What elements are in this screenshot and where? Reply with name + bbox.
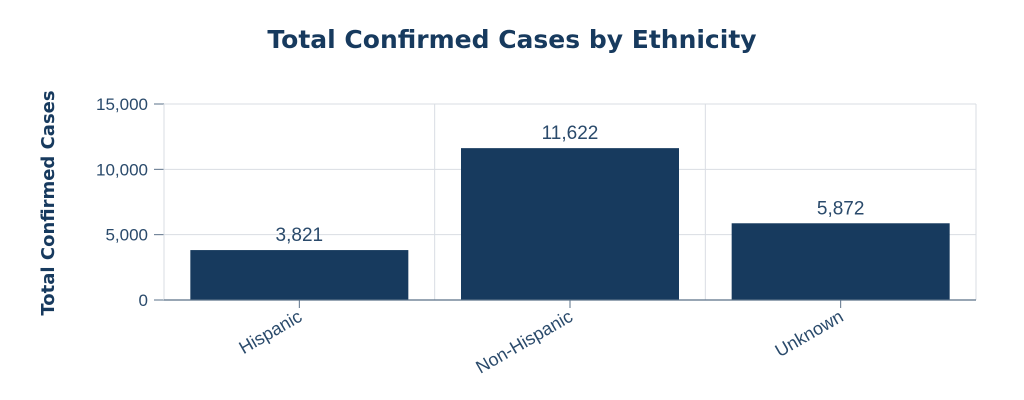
y-tick-label: 15,000 — [96, 95, 148, 114]
bars — [190, 148, 950, 300]
bar — [731, 223, 950, 300]
category-label: Unknown — [772, 306, 847, 361]
data-label: 3,821 — [276, 225, 324, 246]
axes — [154, 103, 976, 308]
bar — [461, 148, 679, 300]
category-label: Hispanic — [236, 306, 306, 358]
category-label: Non-Hispanic — [472, 306, 576, 377]
y-tick-label: 0 — [139, 291, 148, 310]
data-label: 5,872 — [817, 198, 865, 219]
chart-title: Total Confirmed Cases by Ethnicity — [267, 25, 756, 54]
y-tick-label: 5,000 — [105, 226, 148, 245]
y-tick-label: 10,000 — [96, 160, 148, 179]
bar — [190, 250, 409, 300]
data-label: 11,622 — [542, 123, 599, 144]
y-axis-label: Total Confirmed Cases — [38, 90, 59, 315]
